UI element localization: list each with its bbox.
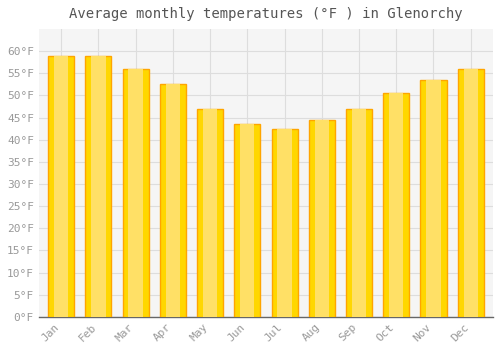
Title: Average monthly temperatures (°F ) in Glenorchy: Average monthly temperatures (°F ) in Gl…: [69, 7, 462, 21]
Bar: [308, 120, 335, 317]
Bar: [240, 124, 254, 317]
Bar: [346, 109, 372, 317]
Bar: [272, 129, 297, 317]
Bar: [420, 80, 446, 317]
Bar: [278, 129, 291, 317]
Bar: [458, 69, 483, 317]
Bar: [197, 109, 223, 317]
Bar: [91, 56, 106, 317]
Bar: [426, 80, 440, 317]
Bar: [314, 120, 329, 317]
Bar: [166, 84, 180, 317]
Bar: [160, 84, 186, 317]
Bar: [86, 56, 112, 317]
Bar: [122, 69, 148, 317]
Bar: [54, 56, 68, 317]
Bar: [352, 109, 366, 317]
Bar: [383, 93, 409, 317]
Bar: [128, 69, 143, 317]
Bar: [203, 109, 217, 317]
Bar: [234, 124, 260, 317]
Bar: [464, 69, 478, 317]
Bar: [389, 93, 404, 317]
Bar: [48, 56, 74, 317]
